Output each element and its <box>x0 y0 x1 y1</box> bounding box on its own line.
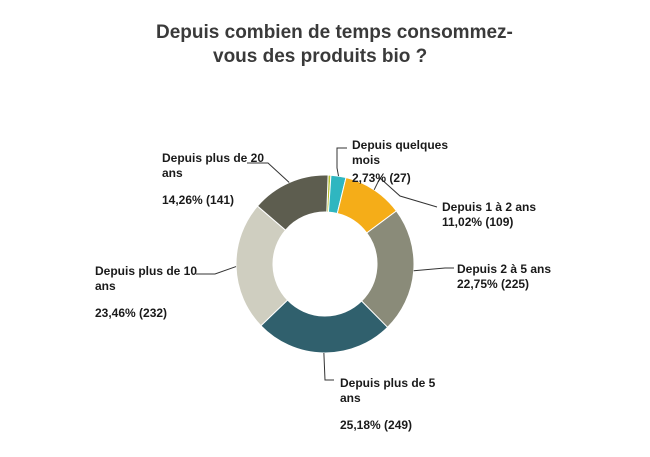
slice-percent-text: 2,73% (27) <box>352 171 411 185</box>
donut-slice <box>256 174 329 231</box>
leader-line <box>336 147 347 177</box>
slice-percent-text: 25,18% (249) <box>340 418 413 432</box>
leader-line <box>413 267 454 272</box>
leader-line <box>247 162 290 183</box>
slice-label-text: Depuis plus de 10 ans <box>95 264 198 293</box>
leader-line <box>196 266 237 275</box>
label-depuis-1-a-2-ans: Depuis 1 à 2 ans 11,02% (109) <box>442 200 536 230</box>
label-depuis-quelques-mois: Depuis quelques mois 2,73% (27) <box>352 138 457 186</box>
slice-label-text: Depuis quelques mois <box>352 138 449 167</box>
slice-percent-text: 23,46% (232) <box>95 306 168 320</box>
label-depuis-plus-de-10-ans: Depuis plus de 10 ans 23,46% (232) <box>95 264 215 321</box>
slice-label-text: Depuis 1 à 2 ans <box>442 200 537 214</box>
chart-title-line-2: vous des produits bio ? <box>213 46 428 67</box>
slice-percent-text: 22,75% (225) <box>457 277 530 291</box>
leader-line <box>373 177 438 208</box>
slice-percent-text: 14,26% (141) <box>162 193 235 207</box>
slice-label-text: Depuis plus de 5 ans <box>340 376 436 405</box>
slice-percent-text: 11,02% (109) <box>442 215 514 229</box>
leader-line <box>323 352 334 381</box>
slice-label-text: Depuis 2 à 5 ans <box>457 262 552 276</box>
slice-label-text: Depuis plus de 20 ans <box>162 151 265 180</box>
chart-title-line-1: Depuis combien de temps consommez- <box>156 22 513 43</box>
label-depuis-plus-de-5-ans: Depuis plus de 5 ans 25,18% (249) <box>340 376 450 433</box>
label-depuis-plus-de-20-ans: Depuis plus de 20 ans 14,26% (141) <box>162 151 282 208</box>
label-depuis-2-a-5-ans: Depuis 2 à 5 ans 22,75% (225) <box>457 262 551 292</box>
